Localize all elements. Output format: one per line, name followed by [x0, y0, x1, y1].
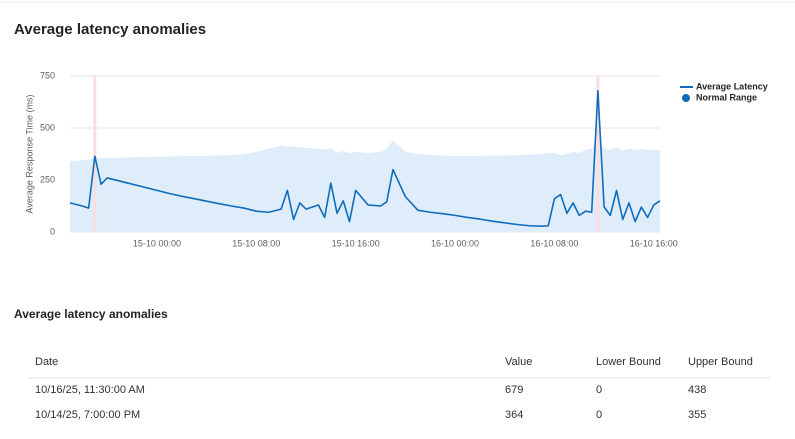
x-tick-label: 15-10 16:00 — [332, 238, 380, 248]
column-header: Lower Bound — [596, 356, 661, 368]
table-cell: 355 — [688, 409, 706, 421]
x-tick-label: 16-10 00:00 — [431, 238, 479, 248]
legend-label: Average Latency — [696, 81, 768, 91]
table-cell: 0 — [596, 384, 602, 396]
column-header: Date — [35, 356, 58, 368]
x-tick-label: 16-10 16:00 — [630, 238, 678, 248]
table-cell: 0 — [596, 409, 602, 421]
chart: 0 250 500 750 Average Response Time (ms) 15-1… — [24, 70, 767, 248]
table: Date Value Lower Bound Upper Bound 10/16/25,… — [28, 356, 770, 421]
y-tick-label: 500 — [40, 122, 55, 132]
anomaly-marker — [596, 76, 600, 232]
table-cell: 10/14/25, 7:00:00 PM — [35, 409, 140, 421]
normal-range-area — [70, 140, 660, 232]
y-tick-label: 0 — [50, 226, 55, 236]
y-tick-label: 750 — [40, 70, 55, 80]
legend-label: Normal Range — [696, 92, 757, 102]
page-title: Average latency anomalies — [14, 21, 206, 38]
table-cell: 438 — [688, 384, 706, 396]
y-axis-label: Average Response Time (ms) — [24, 95, 34, 214]
anomaly-marker — [93, 76, 97, 232]
x-tick-label: 15-10 08:00 — [232, 238, 280, 248]
table-cell: 364 — [505, 409, 523, 421]
x-tick-label: 16-10 08:00 — [530, 238, 578, 248]
table-title: Average latency anomalies — [14, 307, 168, 321]
column-header: Upper Bound — [688, 356, 753, 368]
y-tick-label: 250 — [40, 174, 55, 184]
table-cell: 10/16/25, 11:30:00 AM — [35, 384, 145, 396]
table-cell: 679 — [505, 384, 523, 396]
x-tick-label: 15-10 00:00 — [133, 238, 181, 248]
column-header: Value — [505, 356, 532, 368]
latency-line — [69, 89, 661, 227]
legend-swatch — [682, 94, 690, 102]
